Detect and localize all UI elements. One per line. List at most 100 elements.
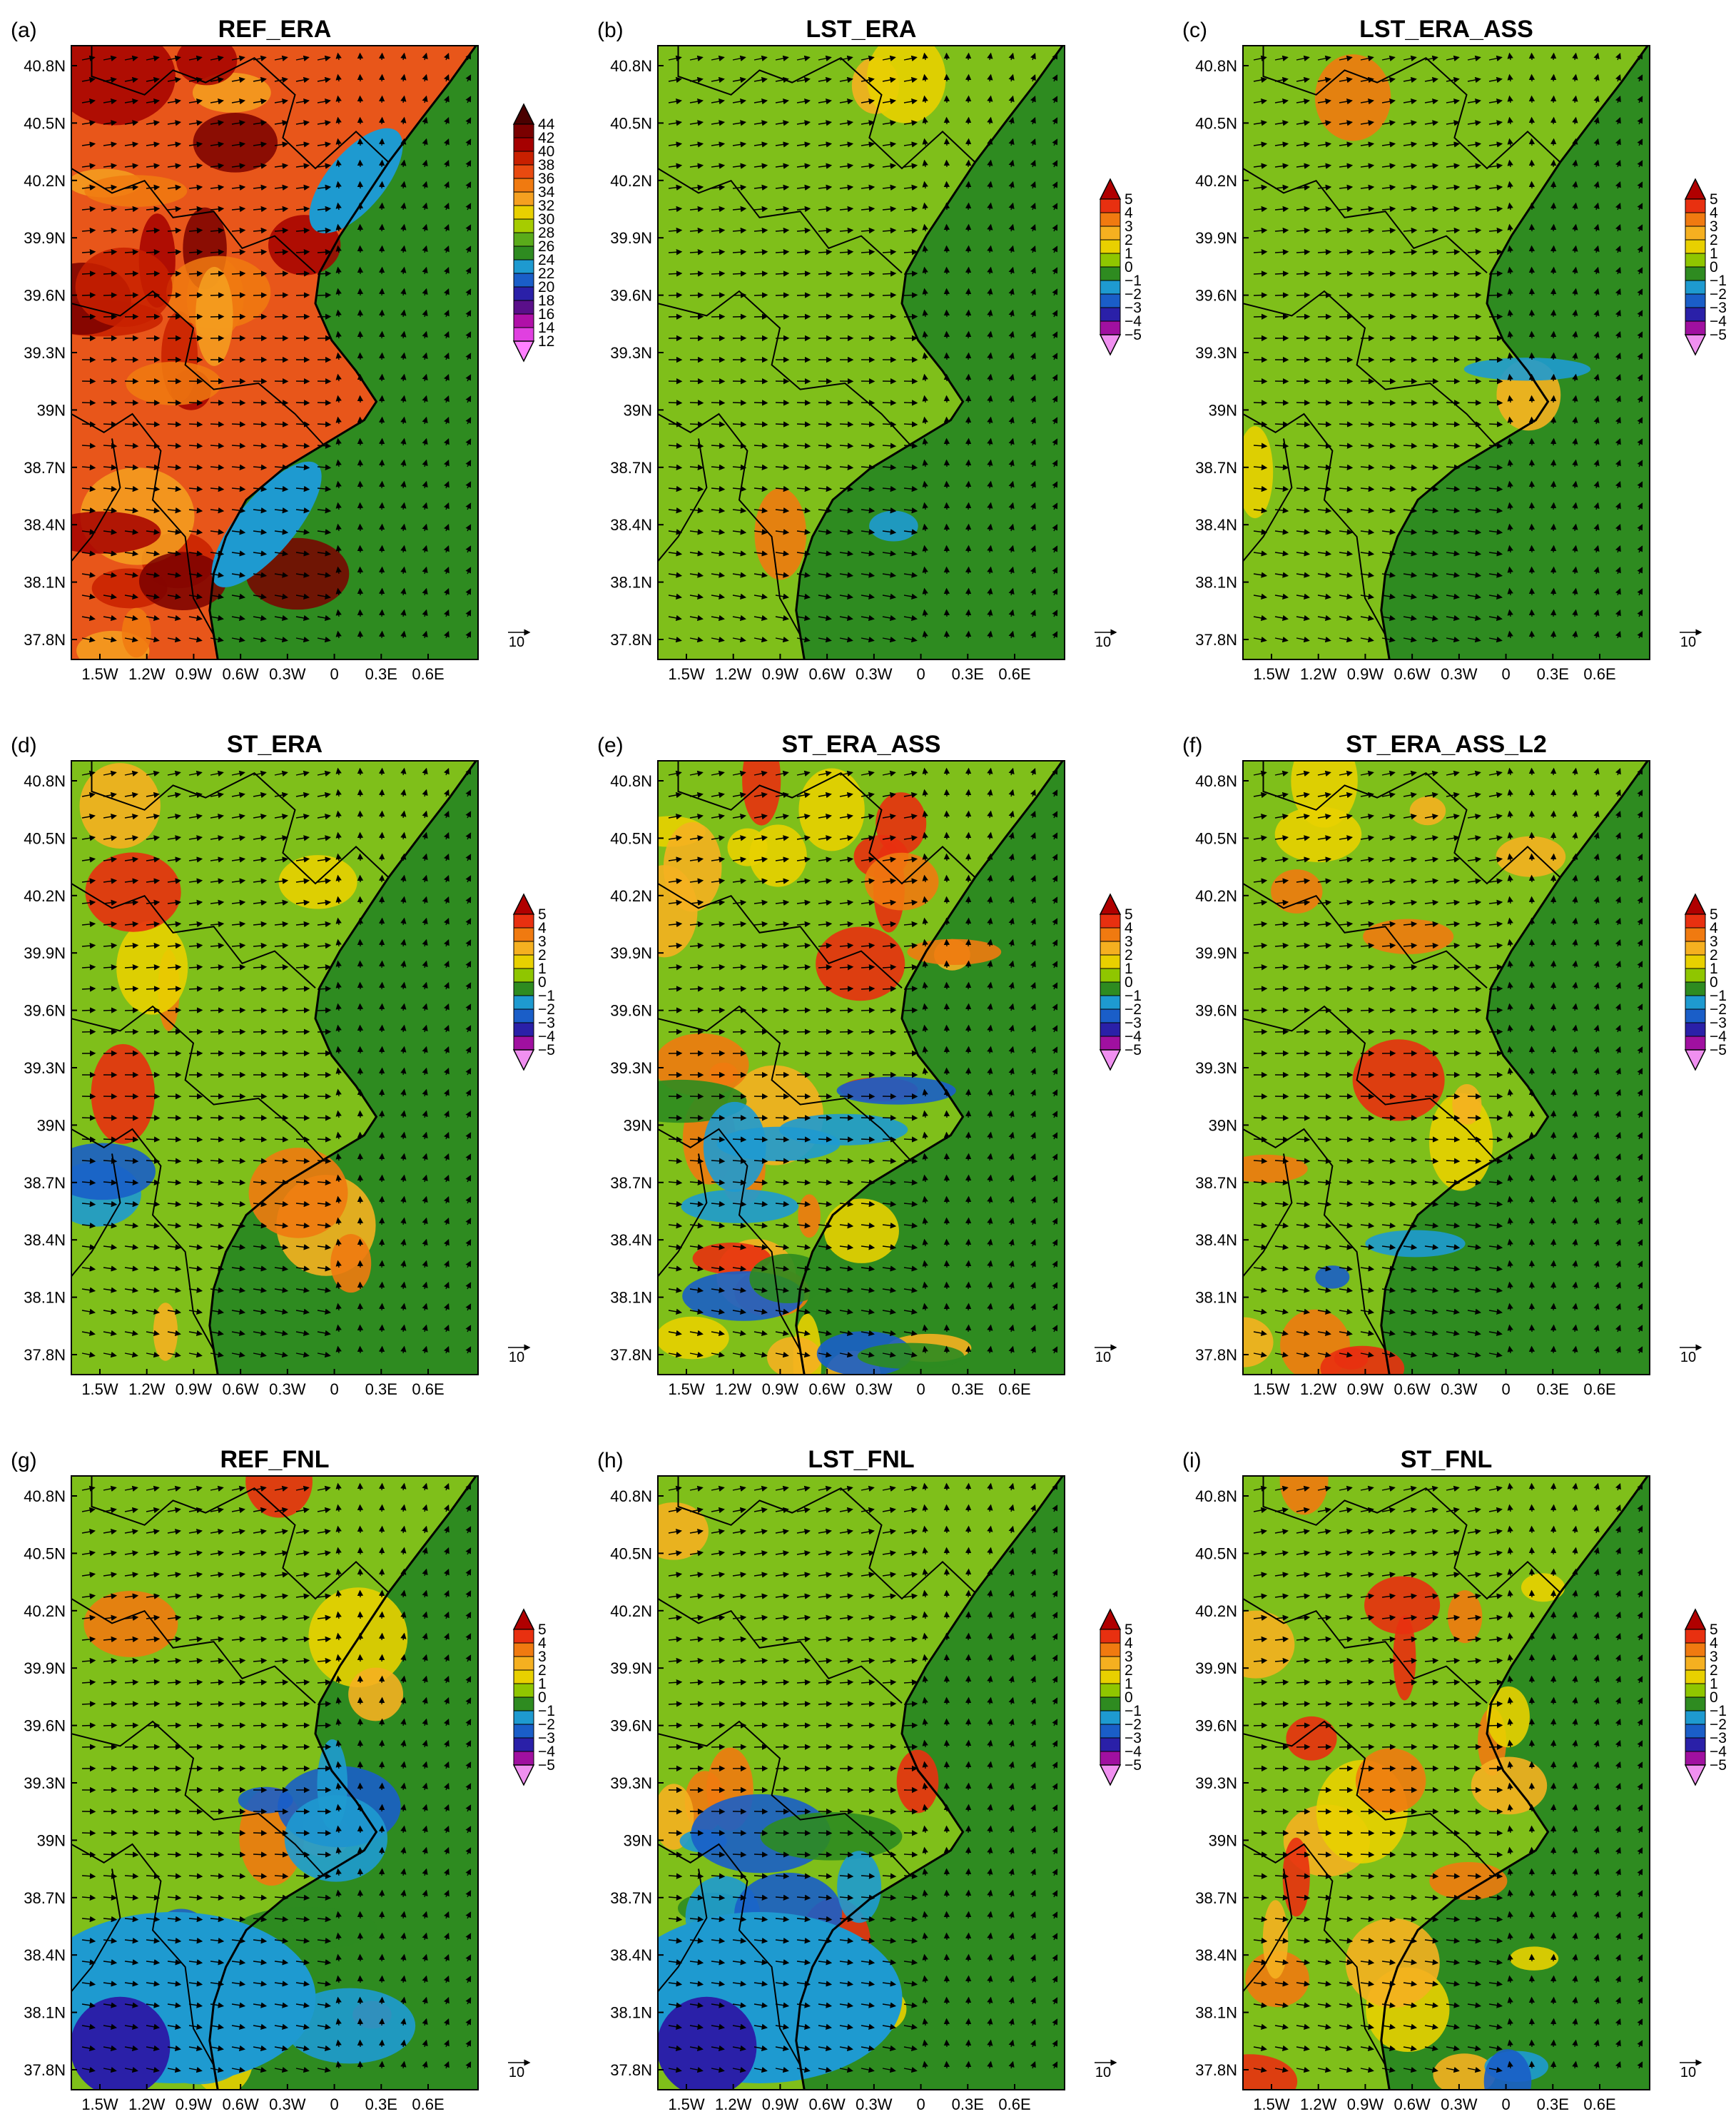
- lon-tick-label: 1.5W: [81, 2095, 118, 2113]
- lat-tick-label: 39.3N: [24, 1059, 66, 1077]
- border-line: [677, 46, 976, 170]
- colorbar-tick-label: −4: [538, 1744, 555, 1760]
- colorbar-tick-label: −3: [1125, 300, 1142, 316]
- lon-tick-label: 1.5W: [668, 1380, 705, 1398]
- lat-tick-label: 40.5N: [610, 829, 652, 847]
- colorbar-tick-label: −4: [1710, 1028, 1727, 1045]
- border-line: [91, 46, 390, 170]
- lat-tick-label: 40.2N: [1195, 887, 1237, 905]
- wind-vectors: [1253, 52, 1643, 643]
- colorbar-tick-label: −5: [1710, 1757, 1727, 1774]
- lon-tick-label: 0.3W: [269, 665, 306, 683]
- lon-tick-label: 0.3E: [952, 2095, 984, 2113]
- wind-vectors: [668, 1482, 1058, 2073]
- colorbar-tick-label: −3: [1125, 1730, 1142, 1746]
- border-line: [1242, 1128, 1386, 1351]
- lat-tick-label: 39.6N: [24, 1717, 66, 1735]
- lat-tick-label: 38.7N: [610, 1174, 652, 1192]
- lat-tick-label: 39.9N: [1195, 1659, 1237, 1677]
- lon-tick-label: 0.6W: [808, 665, 846, 683]
- panel-title: REF_ERA: [218, 16, 332, 43]
- lat-tick-label: 40.8N: [610, 772, 652, 790]
- panel-title: REF_FNL: [220, 1446, 330, 1473]
- colorbar-tick-label: −3: [1125, 1015, 1142, 1031]
- lat-tick-label: 39.9N: [610, 229, 652, 247]
- lat-tick-label: 38.1N: [610, 2004, 652, 2022]
- panel-letter: (d): [11, 734, 37, 757]
- lon-tick-label: 0.3E: [365, 665, 397, 683]
- border-line: [657, 1843, 801, 2066]
- colorbar-tick-label: 0: [1710, 1689, 1718, 1706]
- border-line: [677, 1476, 976, 1600]
- colorbar-tick-label: −5: [1125, 327, 1142, 343]
- lon-tick-label: 0.6W: [1394, 2095, 1431, 2113]
- border-line: [657, 1868, 708, 1993]
- lat-tick-label: 37.8N: [1195, 2061, 1237, 2079]
- colorbar-tick-label: 4: [1125, 205, 1133, 221]
- lat-tick-label: 37.8N: [24, 1346, 66, 1364]
- wind-vectors: [81, 1482, 472, 2073]
- panel-ref-era: (a) REF_ERA 40.8N 40.5N 40.2N 39.9N 39.6N 39.3N…: [11, 16, 555, 683]
- colorbar-tick-label: 1: [1125, 961, 1133, 977]
- lon-tick-label: 0: [916, 665, 925, 683]
- wind-vectors: [668, 52, 1058, 643]
- panel-letter: (g): [11, 1449, 37, 1472]
- colorbar-tick-label: −4: [1710, 1744, 1727, 1760]
- border-line: [71, 883, 316, 988]
- lat-tick-label: 39.6N: [610, 1002, 652, 1020]
- lat-tick-label: 40.8N: [1195, 57, 1237, 75]
- colorbar-tick-label: −4: [1125, 313, 1142, 330]
- lat-tick-label: 38.7N: [24, 1174, 66, 1192]
- lon-tick-label: 0.6E: [998, 2095, 1030, 2113]
- border-line: [1242, 438, 1293, 562]
- lat-tick-label: 40.2N: [610, 172, 652, 190]
- lon-tick-label: 0.3W: [856, 2095, 893, 2113]
- lat-tick-label: 37.8N: [610, 2061, 652, 2079]
- panel-lst-fnl: (h) LST_FNL 40.8N 40.5N 40.2N 39.9N 39.6N 39.3N…: [597, 1446, 1142, 2113]
- border-line: [71, 1843, 215, 2066]
- lon-tick-label: 1.5W: [81, 665, 118, 683]
- colorbar-tick-label: −2: [538, 1001, 555, 1018]
- lon-tick-label: 0: [916, 2095, 925, 2113]
- colorbar-tick-label: −2: [1125, 286, 1142, 303]
- colorbar-tick-label: 36: [538, 171, 554, 187]
- lon-tick-label: 0.6W: [1394, 1380, 1431, 1398]
- lon-tick-label: 0: [1501, 2095, 1510, 2113]
- reference-vector-label: 10: [1095, 634, 1111, 650]
- colorbar-tick-label: 0: [1710, 259, 1718, 275]
- lat-tick-label: 39.6N: [1195, 1002, 1237, 1020]
- colorbar-tick-label: 30: [538, 211, 554, 228]
- lat-tick-label: 39N: [37, 401, 66, 419]
- border-line: [1242, 883, 1488, 988]
- lon-tick-label: 1.5W: [1253, 1380, 1290, 1398]
- colorbar-tick-label: −4: [1710, 313, 1727, 330]
- colorbar-tick-label: 5: [1710, 906, 1718, 923]
- lat-tick-label: 38.1N: [610, 1289, 652, 1307]
- lat-tick-label: 39N: [1209, 401, 1237, 419]
- wind-vectors: [81, 767, 472, 1358]
- lat-tick-label: 39.3N: [610, 1774, 652, 1792]
- panel-st-era-ass-l2: (f) ST_ERA_ASS_L2 40.8N 40.5N 40.2N 39.9N 39.6…: [1182, 731, 1727, 1398]
- border-line: [71, 1598, 316, 1704]
- lon-tick-label: 0.9W: [762, 2095, 799, 2113]
- lon-tick-label: 0.9W: [1347, 665, 1384, 683]
- lat-tick-label: 39.3N: [24, 1774, 66, 1792]
- lat-tick-label: 39N: [624, 1116, 652, 1134]
- lat-tick-label: 40.5N: [24, 829, 66, 847]
- colorbar-tick-label: 26: [538, 238, 554, 255]
- border-line: [677, 761, 976, 885]
- colorbar-tick-label: 4: [1710, 920, 1718, 936]
- colorbar-tick-label: −5: [1125, 1042, 1142, 1058]
- lon-tick-label: 0.6W: [1394, 665, 1431, 683]
- lon-tick-label: 0.6W: [808, 2095, 846, 2113]
- lon-tick-label: 0.6W: [222, 1380, 259, 1398]
- lat-tick-label: 37.8N: [1195, 1346, 1237, 1364]
- panel-title: ST_ERA_ASS_L2: [1346, 731, 1547, 758]
- lon-tick-label: 1.2W: [128, 1380, 166, 1398]
- panel-ref-fnl: (g) REF_FNL 40.8N 40.5N 40.2N 39.9N 39.6N 39.3N…: [11, 1446, 555, 2113]
- wind-vectors: [81, 52, 472, 643]
- panel-letter: (h): [597, 1449, 624, 1472]
- lat-tick-label: 38.1N: [24, 1289, 66, 1307]
